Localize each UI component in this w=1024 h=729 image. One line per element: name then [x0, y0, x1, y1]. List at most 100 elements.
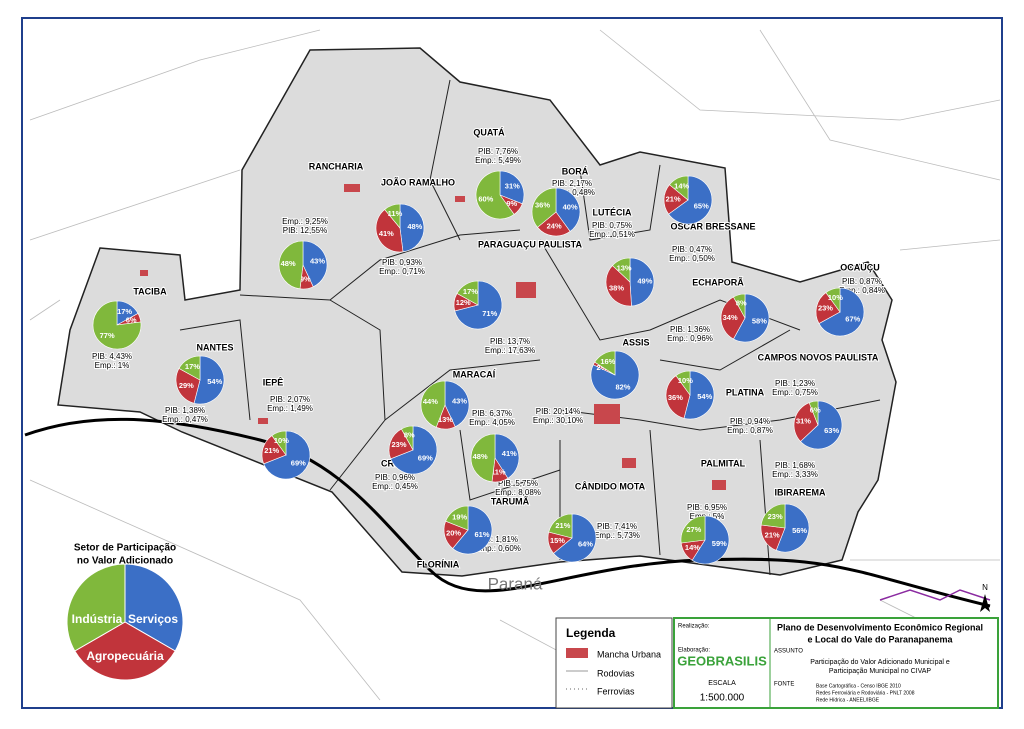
- pie-slice: [815, 292, 841, 324]
- slice-label: 23%: [818, 304, 833, 313]
- slice-label: 8%: [736, 299, 747, 308]
- municipality: CÂNDIDO MOTA PIB: 7,41%Emp.: 5,73%64% 15% 2…: [547, 479, 647, 563]
- slice-label: 54%: [697, 392, 712, 401]
- slice-label: 34%: [723, 313, 738, 322]
- pie-slice: [825, 287, 841, 313]
- legend-swatch: [566, 648, 588, 658]
- municipality-name: BORÁ: [562, 166, 589, 176]
- municipality-info: Emp.: 0,84%: [839, 286, 885, 295]
- municipality-name: MARACAÍ: [453, 369, 496, 379]
- municipality-info: Emp.: 0,50%: [669, 254, 715, 263]
- river-line: [24, 417, 991, 608]
- slice-label: 13%: [617, 263, 632, 272]
- municipality-name: QUATÁ: [473, 127, 505, 137]
- slice-label: 12%: [456, 298, 471, 307]
- pie-slice: [683, 370, 715, 420]
- pie-slice: [92, 300, 142, 350]
- slice-label: 41%: [379, 229, 394, 238]
- municipality-name: IEPÊ: [263, 376, 284, 387]
- pie-slice: [456, 280, 479, 306]
- slice-label: 10%: [828, 293, 843, 302]
- slice-label: 9%: [300, 275, 311, 284]
- legend-item: Ferrovias: [597, 686, 635, 696]
- pie-slice: [175, 368, 201, 404]
- municipality-info: PIB: 0,96%: [375, 473, 415, 482]
- slice-label: 41%: [502, 449, 517, 458]
- municipality-info: PIB: 13,7%: [490, 337, 530, 346]
- slice-label: 43%: [310, 257, 325, 266]
- pie-slice: [390, 425, 438, 475]
- municipality-name: IBIRAREMA: [775, 487, 826, 497]
- logo: GEOBRASILIS: [677, 653, 767, 668]
- slice-label: 24%: [547, 222, 562, 231]
- slice-label: 71%: [482, 309, 497, 318]
- sector-legend-title: Setor de Participação: [74, 543, 176, 554]
- title-block: [673, 617, 999, 709]
- pie-slice: [669, 175, 689, 201]
- pie-slice: [605, 265, 632, 307]
- slice-label: 10%: [678, 376, 693, 385]
- label: Realização:: [678, 624, 710, 630]
- sector-legend-title: no Valor Adicionado: [77, 556, 173, 567]
- slice-label: 14%: [685, 543, 700, 552]
- municipality: TACIBA PIB: 4,43%Emp.: 1% 17%6% 77%: [91, 285, 168, 371]
- slice-label: 17%: [463, 287, 478, 296]
- slice-label: 48%: [407, 222, 422, 231]
- slice-label: 77%: [100, 331, 115, 340]
- slice-label: 17%: [185, 362, 200, 371]
- municipality-name: FLORÍNIA: [417, 559, 460, 569]
- slice-label: 13%: [438, 415, 453, 424]
- label: Elaboração:: [678, 648, 710, 654]
- source: Rede Hídrica - ANEEL/IBGE: [816, 697, 880, 703]
- label: FONTE: [774, 682, 794, 688]
- municipality-name: ECHAPORÃ: [692, 277, 744, 287]
- pie-slice: [537, 211, 571, 237]
- municipality: IEPÊ PIB: 2,07%Emp.: 1,49% 69% 21%10%: [261, 375, 314, 480]
- slice-label: 49%: [637, 277, 652, 286]
- slice-label: 23%: [391, 440, 406, 449]
- slice-label: 23%: [768, 512, 783, 521]
- slice-label: 6%: [126, 315, 137, 324]
- legend-slice: [124, 563, 184, 652]
- pie-slice: [278, 240, 304, 290]
- subject: Participação Municipal no CIVAP: [829, 668, 932, 675]
- municipality-name: PARAGUAÇU PAULISTA: [478, 239, 582, 249]
- municipality-info: PIB: 1,38%: [165, 406, 205, 415]
- pie-slice: [470, 433, 496, 483]
- slice-label: 36%: [535, 201, 550, 210]
- municipality-info: PIB: 0,94%: [730, 417, 770, 426]
- pie-slice: [665, 375, 691, 419]
- municipality-info: Emp.: 0,51%: [589, 230, 635, 239]
- slice-label: 14%: [674, 182, 689, 191]
- slice-label: 21%: [666, 195, 681, 204]
- pie-slice: [548, 513, 573, 539]
- slice-label: 17%: [117, 307, 132, 316]
- municipality: FLORÍNIA PIB: 1,81%Emp.: 0,60% 61% 20% 19%: [416, 505, 522, 570]
- municipality-name: PLATINA: [726, 387, 765, 397]
- sector-legend-pie: [66, 563, 184, 681]
- municipality-name: NANTES: [196, 342, 233, 352]
- pie-slice: [420, 380, 446, 428]
- pie-slice: [193, 355, 225, 405]
- legend-box: [555, 617, 673, 709]
- source: Base Cartográfica - Censo IBGE 2010: [816, 683, 901, 689]
- municipality-name: ASSIS: [622, 337, 649, 347]
- slice-label: 48%: [281, 259, 296, 268]
- slice-label: 69%: [418, 453, 433, 462]
- municipality: ECHAPORÃ PIB: 1,36%Emp.: 0,96% 58% 34% 8%: [666, 276, 770, 344]
- municipality-info: PIB: 4,43%: [92, 352, 132, 361]
- municipality-name: LUTÉCIA: [593, 207, 632, 217]
- sector-legend-label: Indústria: [72, 612, 123, 626]
- municipality-name: JOÃO RAMALHO: [381, 177, 455, 187]
- municipality-info: Emp.: 30,10%: [533, 416, 583, 425]
- municipality-name: CAMPOS NOVOS PAULISTA: [758, 352, 879, 362]
- slice-label: 29%: [179, 381, 194, 390]
- municipality-info: PIB: 1,81%: [478, 535, 518, 544]
- municipality: ASSIS PIB: 20,14%Emp.: 30,10% 82% 2%16%: [532, 336, 651, 426]
- municipality: OCAUÇU PIB: 0,87%Emp.: 0,84% 67% 23% 10%: [815, 261, 886, 337]
- slice-label: 21%: [264, 446, 279, 455]
- slice-label: 27%: [686, 525, 701, 534]
